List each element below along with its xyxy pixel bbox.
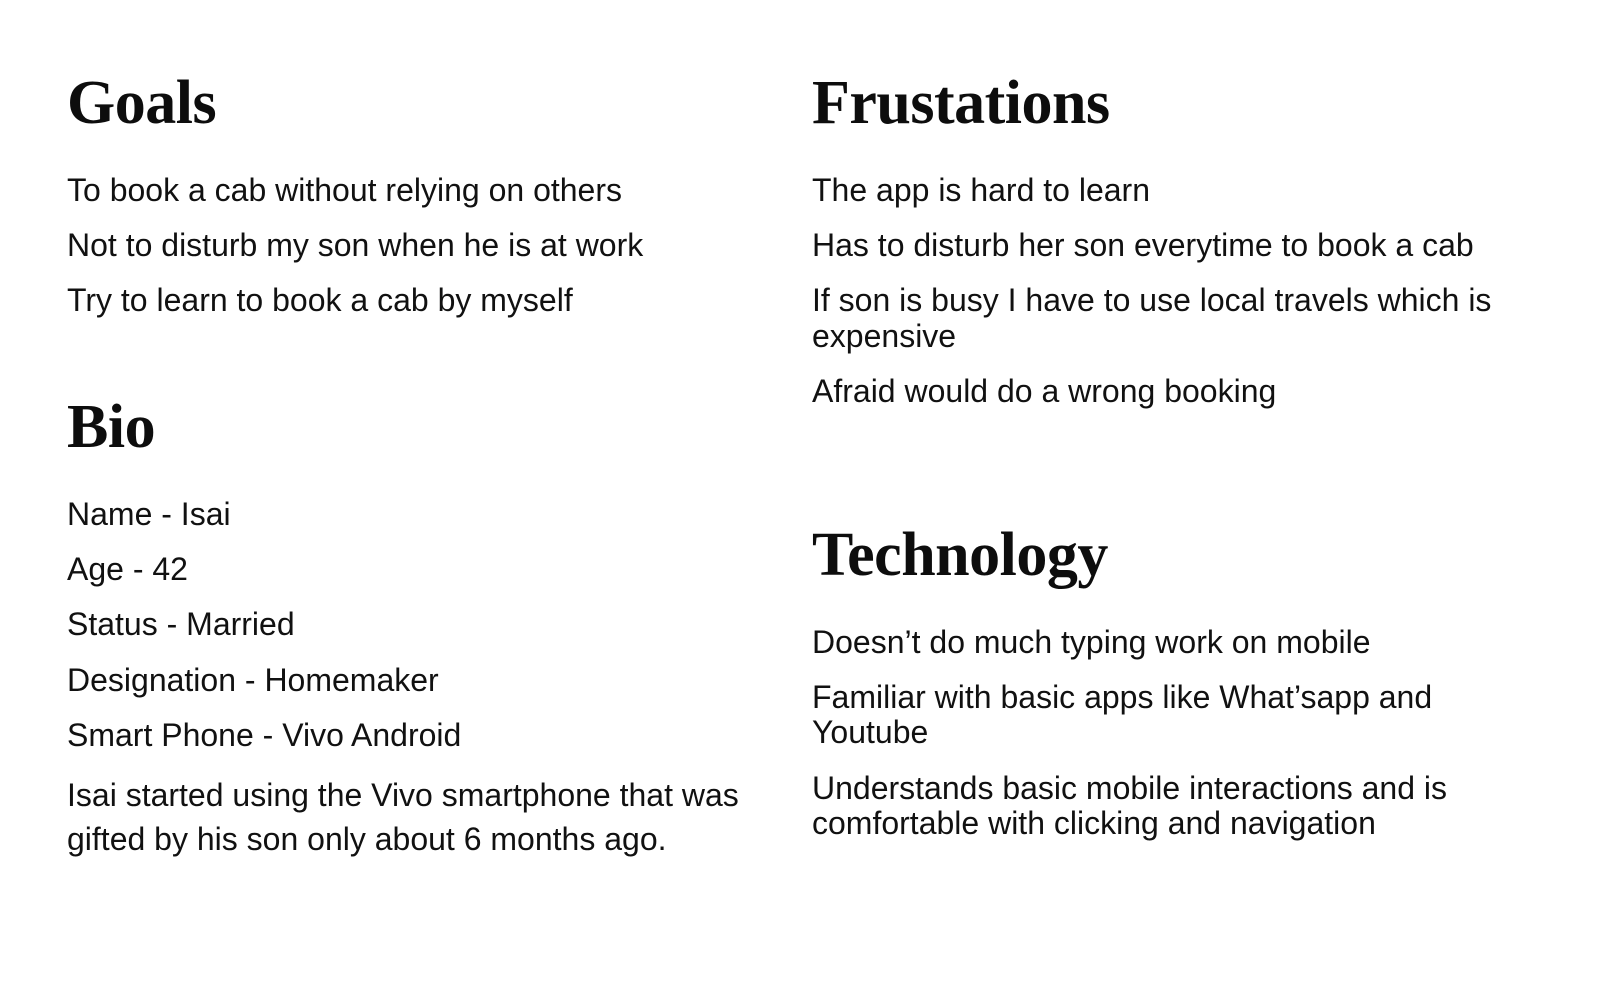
frustrations-section: Frustations The app is hard to learn Has… — [812, 72, 1552, 429]
goal-item: Not to disturb my son when he is at work — [67, 227, 644, 264]
bio-name: Name - Isai — [67, 496, 231, 532]
frustrations-heading: Frustations — [812, 69, 1110, 137]
frustration-item: The app is hard to learn — [812, 172, 1150, 208]
bio-description: Isai started using the Vivo smartphone t… — [67, 776, 739, 857]
bio-list: Name - Isai Age - 42 Status - Married De… — [67, 496, 747, 861]
bio-age: Age - 42 — [67, 551, 188, 588]
technology-list: Doesn’t do much typing work on mobile Fa… — [812, 624, 1552, 841]
goals-section: Goals To book a cab without relying on o… — [67, 72, 747, 339]
frustration-item: Has to disturb her son everytime to book… — [812, 227, 1474, 264]
goal-item: Try to learn to book a cab by myself — [67, 282, 573, 319]
frustration-item: Afraid would do a wrong booking — [812, 372, 1277, 409]
frustration-item: If son is busy I have to use local trave… — [812, 282, 1492, 354]
bio-section: Bio Name - Isai Age - 42 Status - Marrie… — [67, 396, 747, 861]
technology-item: Understands basic mobile interactions an… — [812, 769, 1447, 841]
technology-item: Doesn’t do much typing work on mobile — [812, 624, 1371, 660]
bio-heading: Bio — [67, 393, 156, 461]
bio-smart-phone: Smart Phone - Vivo Android — [67, 716, 462, 753]
technology-section: Technology Doesn’t do much typing work o… — [812, 524, 1552, 861]
technology-heading: Technology — [812, 521, 1108, 589]
technology-item: Familiar with basic apps like What’sapp … — [812, 679, 1433, 751]
goals-list: To book a cab without relying on others … — [67, 172, 747, 319]
bio-status: Status - Married — [67, 606, 295, 643]
goals-heading: Goals — [67, 69, 217, 137]
bio-designation: Designation - Homemaker — [67, 661, 439, 698]
frustrations-list: The app is hard to learn Has to disturb … — [812, 172, 1552, 409]
goal-item: To book a cab without relying on others — [67, 172, 622, 208]
